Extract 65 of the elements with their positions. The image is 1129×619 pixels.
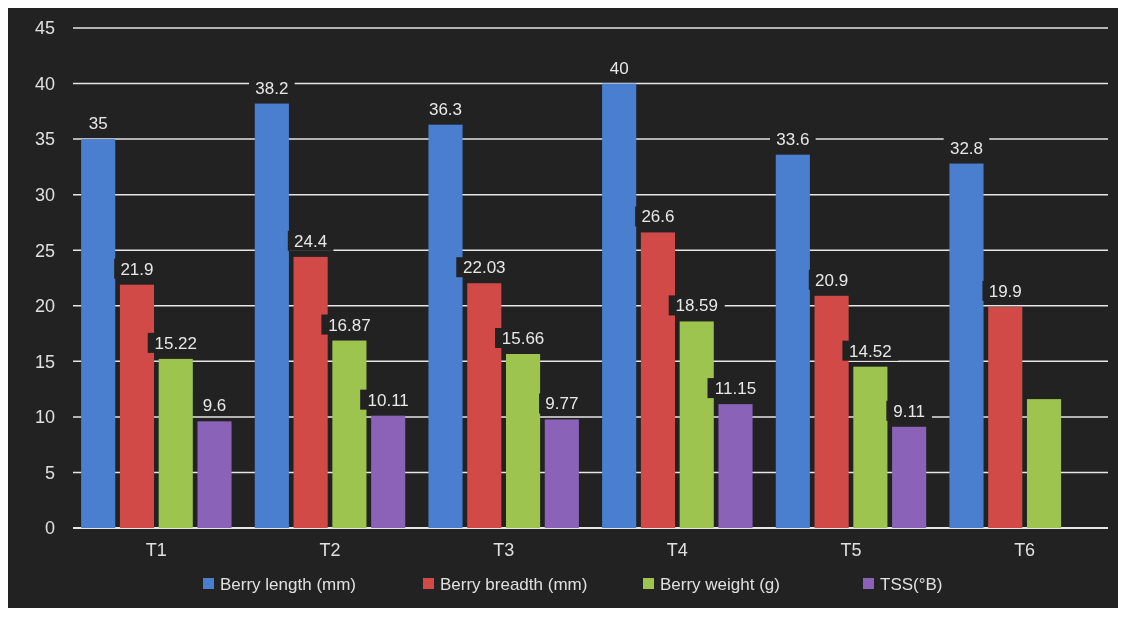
data-label: 11.15 xyxy=(714,379,757,399)
bar xyxy=(158,358,193,528)
legend-label: Berry length (mm) xyxy=(220,574,357,594)
bar xyxy=(254,103,289,528)
bar xyxy=(853,366,888,528)
bar xyxy=(467,283,502,528)
data-label: 20.9 xyxy=(815,270,849,290)
data-label: 26.6 xyxy=(641,207,675,227)
data-label: 38.2 xyxy=(255,78,289,98)
y-tick-label: 10 xyxy=(34,407,55,428)
x-tick-label: T3 xyxy=(493,540,515,560)
data-label: 32.8 xyxy=(949,138,984,158)
data-label: 18.59 xyxy=(675,296,718,316)
bar xyxy=(1026,399,1062,528)
bar xyxy=(988,306,1023,528)
data-label: 10.11 xyxy=(367,390,409,410)
bar xyxy=(814,295,849,528)
y-tick-label: 25 xyxy=(34,240,55,261)
y-tick-label: 5 xyxy=(44,462,55,483)
bar xyxy=(544,419,579,528)
bar xyxy=(506,354,541,528)
bar xyxy=(640,232,675,528)
bar xyxy=(679,321,714,528)
bar xyxy=(293,256,328,528)
bar xyxy=(892,426,927,528)
data-label: 9.6 xyxy=(202,396,227,416)
y-tick-label: 30 xyxy=(34,184,55,205)
bar xyxy=(775,154,810,528)
legend-label: TSS(°B) xyxy=(880,574,943,594)
y-tick-label: 40 xyxy=(34,73,55,94)
data-label: 16.87 xyxy=(328,315,371,335)
data-label: 19.9 xyxy=(988,281,1022,301)
bar xyxy=(602,83,637,528)
y-tick-label: 35 xyxy=(34,129,55,150)
y-tick-label: 20 xyxy=(34,296,55,317)
bar xyxy=(81,139,116,528)
data-label: 9.11 xyxy=(893,401,926,421)
x-tick-label: T5 xyxy=(840,540,862,560)
bar xyxy=(197,421,232,528)
x-tick-label: T2 xyxy=(319,540,341,560)
data-label: 15.66 xyxy=(501,329,545,348)
bar xyxy=(119,284,155,528)
data-label: 33.6 xyxy=(776,129,810,149)
bar xyxy=(428,124,463,528)
bar xyxy=(332,340,367,528)
data-label: 40 xyxy=(609,58,629,78)
data-label: 9.77 xyxy=(545,394,579,414)
x-tick-label: T6 xyxy=(1014,540,1036,560)
bar xyxy=(371,415,406,528)
data-label: 21.9 xyxy=(120,259,154,279)
data-label: 35 xyxy=(88,114,108,134)
y-tick-label: 45 xyxy=(34,18,55,39)
y-tick-label: 0 xyxy=(44,518,55,539)
x-tick-label: T1 xyxy=(145,540,167,560)
bar xyxy=(718,404,753,528)
data-label: 22.03 xyxy=(463,258,506,278)
bar xyxy=(949,163,984,528)
x-tick-label: T4 xyxy=(666,540,688,560)
y-tick-label: 15 xyxy=(34,351,55,372)
legend-label: Berry weight (g) xyxy=(660,574,780,594)
data-label: 24.4 xyxy=(294,231,328,251)
data-label: 15.22 xyxy=(154,333,198,353)
legend-label: Berry breadth (mm) xyxy=(440,574,588,594)
data-label: 36.3 xyxy=(428,99,463,119)
data-label: 14.52 xyxy=(849,341,892,361)
